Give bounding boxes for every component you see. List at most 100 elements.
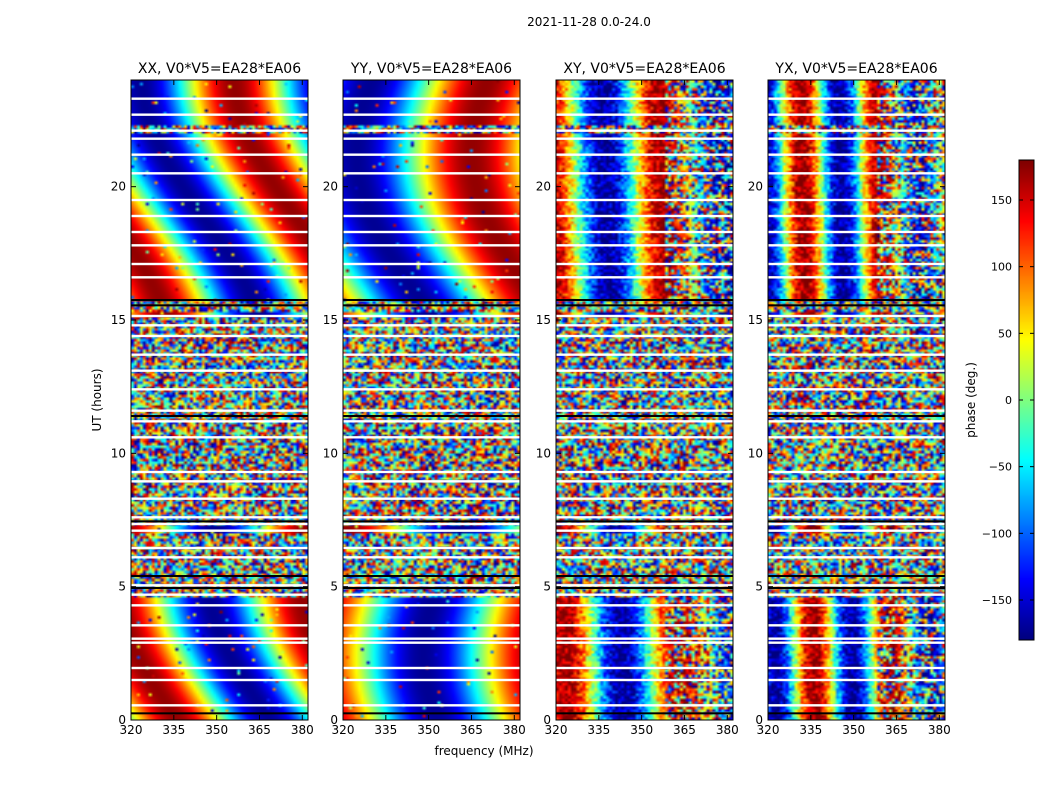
data-break-line <box>556 587 733 589</box>
x-tick-label: 335 <box>162 723 185 737</box>
y-axis-label: UT (hours) <box>90 368 104 431</box>
flagged-gap <box>131 624 308 627</box>
flagged-gap <box>556 137 733 140</box>
x-tick-label: 320 <box>545 723 568 737</box>
flagged-gap <box>343 529 520 532</box>
data-break-line <box>556 304 733 307</box>
colorbar-tick-label: −100 <box>982 527 1012 540</box>
colorbar-tick-label: 150 <box>991 194 1012 207</box>
data-break-line <box>131 587 308 589</box>
flagged-gap <box>343 409 520 412</box>
flagged-gap <box>768 593 945 596</box>
flagged-gap <box>343 388 520 391</box>
data-break-line <box>556 712 733 715</box>
flagged-gap <box>768 497 945 500</box>
flagged-gap <box>556 522 733 526</box>
flagged-gap <box>768 584 945 587</box>
flagged-gap <box>343 276 520 279</box>
flagged-gap <box>556 497 733 500</box>
panel-frame <box>342 79 521 721</box>
flagged-gap <box>131 262 308 266</box>
flagged-gap <box>343 641 520 644</box>
x-tick-label: 335 <box>587 723 610 737</box>
flagged-gap <box>768 436 945 439</box>
flagged-gap <box>343 314 520 318</box>
flagged-gap <box>768 420 945 423</box>
flagged-gap <box>343 97 520 100</box>
flagged-gap <box>768 230 945 234</box>
flagged-gap <box>556 678 733 682</box>
flagged-gap <box>131 198 308 202</box>
flagged-gap <box>556 276 733 279</box>
flagged-gap <box>131 529 308 532</box>
panel-frame <box>555 79 734 721</box>
x-tick-label: 335 <box>799 723 822 737</box>
flagged-gap <box>556 666 733 670</box>
x-tick-label: 350 <box>205 723 228 737</box>
flagged-gap <box>343 678 520 682</box>
colorbar-tick-label: −50 <box>989 461 1012 474</box>
flagged-gap <box>343 113 520 116</box>
x-tick-label: 350 <box>417 723 440 737</box>
flagged-gap <box>768 522 945 526</box>
panel-title: YY, V0*V5=EA28*EA06 <box>350 61 512 77</box>
flagged-gap <box>556 436 733 439</box>
flagged-gap <box>556 214 733 218</box>
panel-frame <box>767 79 946 721</box>
x-tick-label: 350 <box>630 723 653 737</box>
flagged-gap <box>343 593 520 596</box>
flagged-gap <box>343 497 520 500</box>
flagged-gap <box>556 153 733 156</box>
flagged-gap <box>768 129 945 132</box>
colorbar-label: phase (deg.) <box>964 362 978 438</box>
flagged-gap <box>131 97 308 100</box>
flagged-gap <box>768 314 945 318</box>
flagged-gap <box>131 546 308 550</box>
flagged-gap <box>343 129 520 132</box>
flagged-gap <box>556 604 733 607</box>
flagged-gap <box>768 556 945 559</box>
colorbar-tick-label: −150 <box>982 594 1012 607</box>
flagged-gap <box>131 353 308 356</box>
flagged-gap <box>768 324 945 327</box>
flagged-gap <box>343 198 520 202</box>
data-break-line <box>768 712 945 715</box>
flagged-gap <box>131 129 308 132</box>
flagged-gap <box>343 522 520 526</box>
flagged-gap <box>556 97 733 100</box>
flagged-gap <box>131 556 308 559</box>
flagged-gap <box>768 388 945 391</box>
flagged-gap <box>768 262 945 266</box>
flagged-gap <box>131 420 308 423</box>
flagged-gap <box>131 497 308 500</box>
x-tick-label: 380 <box>928 723 951 737</box>
flagged-gap <box>556 262 733 266</box>
flagged-gap <box>131 704 308 707</box>
flagged-gap <box>556 624 733 627</box>
figure-title: 2021-11-28 0.0-24.0 <box>527 15 651 29</box>
flagged-gap <box>343 480 520 483</box>
data-break-line <box>556 575 733 577</box>
x-tick-label: 380 <box>503 723 526 737</box>
flagged-gap <box>556 369 733 372</box>
y-tick-label: 10 <box>323 446 338 460</box>
panel: XY, V0*V5=EA28*EA06 320 335 350 365 380 0 5 10 15… <box>536 61 739 737</box>
flagged-gap <box>556 113 733 116</box>
flagged-gap <box>556 593 733 596</box>
flagged-gap <box>131 334 308 338</box>
flagged-gap <box>131 153 308 156</box>
flagged-gap <box>556 641 733 644</box>
data-break-line <box>768 415 945 417</box>
colorbar: 150 100 50 0 −50 −100 −150 <box>982 159 1035 641</box>
y-tick-label: 15 <box>111 313 126 327</box>
data-break-line <box>556 520 733 523</box>
flagged-gap <box>768 137 945 140</box>
data-break-line <box>131 299 308 301</box>
flagged-gap <box>768 470 945 474</box>
flagged-gap <box>556 314 733 318</box>
flagged-gap <box>343 230 520 234</box>
phase-heatmap <box>131 80 308 720</box>
data-break-line <box>343 304 520 307</box>
flagged-gap <box>131 314 308 318</box>
colorbar-gradient <box>1019 160 1034 640</box>
